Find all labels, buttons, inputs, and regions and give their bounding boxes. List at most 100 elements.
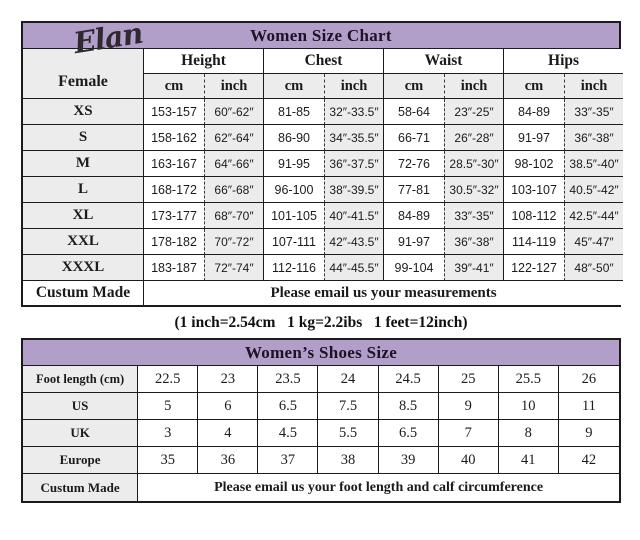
cell: 91-97 <box>504 125 565 151</box>
cell: 114-119 <box>504 229 565 255</box>
cell: 41 <box>498 447 559 474</box>
cell: 60″-62″ <box>204 99 264 125</box>
cell: 122-127 <box>504 255 565 281</box>
table-row: M 163-167 64″-66″ 91-95 36″-37.5″ 72-76 … <box>23 151 624 177</box>
cell: 10 <box>498 393 559 420</box>
size-label: L <box>23 177 144 203</box>
cell: 5.5 <box>318 420 379 447</box>
cell: 8.5 <box>378 393 439 420</box>
women-shoes-chart: Women’s Shoes Size Foot length (cm) 22.5… <box>21 338 621 503</box>
size-chart-title: Women Size Chart <box>23 23 619 49</box>
cell: 28.5″-30″ <box>444 151 505 177</box>
conversion-note: (1 inch=2.54cm 1 kg=2.2ibs 1 feet=12inch… <box>174 314 468 331</box>
cell: 25.5 <box>498 366 559 393</box>
cell: 66″-68″ <box>204 177 264 203</box>
column-group-hips: Hips <box>504 49 624 74</box>
cell: 6.5 <box>258 393 319 420</box>
unit-header: cm <box>384 74 445 99</box>
row-label: US <box>23 393 139 420</box>
shoes-chart-table: Foot length (cm) 22.5 23 23.5 24 24.5 25… <box>23 366 619 501</box>
table-row: XS 153-157 60″-62″ 81-85 32″-33.5″ 58-64… <box>23 99 624 125</box>
table-row: XXXL 183-187 72″-74″ 112-116 44″-45.5″ 9… <box>23 255 624 281</box>
column-group-chest: Chest <box>264 49 385 74</box>
cell: 103-107 <box>504 177 565 203</box>
cell: 38″-39.5″ <box>324 177 385 203</box>
cell: 91-97 <box>384 229 445 255</box>
cell: 33″-35″ <box>444 203 505 229</box>
cell: 32″-33.5″ <box>324 99 385 125</box>
unit-header: cm <box>264 74 324 99</box>
cell: 62″-64″ <box>204 125 264 151</box>
unit-header: inch <box>444 74 505 99</box>
cell: 42″-43.5″ <box>324 229 385 255</box>
cell: 42.5″-44″ <box>564 203 624 229</box>
group-header-row: Female Height Chest Waist Hips <box>23 49 624 99</box>
cell: 112-116 <box>264 255 324 281</box>
cell: 6 <box>198 393 259 420</box>
cell: 40.5″-42″ <box>564 177 624 203</box>
cell: 107-111 <box>264 229 324 255</box>
cell: 6.5 <box>378 420 439 447</box>
size-label: XS <box>23 99 144 125</box>
cell: 86-90 <box>264 125 324 151</box>
cell: 45″-47″ <box>564 229 624 255</box>
cell: 42 <box>558 447 619 474</box>
table-row: S 158-162 62″-64″ 86-90 34″-35.5″ 66-71 … <box>23 125 624 151</box>
table-row: L 168-172 66″-68″ 96-100 38″-39.5″ 77-81… <box>23 177 624 203</box>
cell: 24 <box>318 366 379 393</box>
unit-header: cm <box>504 74 565 99</box>
unit-header: cm <box>144 74 204 99</box>
cell: 9 <box>438 393 499 420</box>
cell: 38.5″-40″ <box>564 151 624 177</box>
cell: 34″-35.5″ <box>324 125 385 151</box>
cell: 108-112 <box>504 203 565 229</box>
cell: 7.5 <box>318 393 379 420</box>
custom-made-row: Custum Made Please email us your foot le… <box>23 474 619 501</box>
custom-made-note: Please email us your foot length and cal… <box>138 474 619 501</box>
cell: 30.5″-32″ <box>444 177 505 203</box>
cell: 38 <box>318 447 379 474</box>
unit-header: inch <box>564 74 624 99</box>
custom-made-row: Custum Made Please email us your measure… <box>23 281 624 305</box>
size-chart-table: Female Height Chest Waist Hips cm inch c… <box>23 49 624 305</box>
cell: 98-102 <box>504 151 565 177</box>
table-row: Europe 35 36 37 38 39 40 41 42 <box>23 447 619 474</box>
cell: 23″-25″ <box>444 99 505 125</box>
cell: 178-182 <box>144 229 204 255</box>
row-label: Foot length (cm) <box>23 366 139 393</box>
table-row: XL 173-177 68″-70″ 101-105 40″-41.5″ 84-… <box>23 203 624 229</box>
cell: 99-104 <box>384 255 445 281</box>
cell: 48″-50″ <box>564 255 624 281</box>
cell: 96-100 <box>264 177 324 203</box>
cell: 26 <box>558 366 619 393</box>
cell: 36″-38″ <box>564 125 624 151</box>
column-group-waist: Waist <box>384 49 505 74</box>
cell: 158-162 <box>144 125 204 151</box>
cell: 163-167 <box>144 151 204 177</box>
cell: 84-89 <box>504 99 565 125</box>
cell: 101-105 <box>264 203 324 229</box>
cell: 153-157 <box>144 99 204 125</box>
cell: 24.5 <box>378 366 439 393</box>
cell: 39″-41″ <box>444 255 505 281</box>
row-label: UK <box>23 420 139 447</box>
table-row: UK 3 4 4.5 5.5 6.5 7 8 9 <box>23 420 619 447</box>
brand-female-label: Female <box>23 49 144 99</box>
table-row: XXL 178-182 70″-72″ 107-111 42″-43.5″ 91… <box>23 229 624 255</box>
cell: 37 <box>258 447 319 474</box>
cell: 40 <box>438 447 499 474</box>
unit-header: inch <box>324 74 385 99</box>
cell: 66-71 <box>384 125 445 151</box>
size-label: XL <box>23 203 144 229</box>
cell: 22.5 <box>138 366 199 393</box>
cell: 72-76 <box>384 151 445 177</box>
cell: 68″-70″ <box>204 203 264 229</box>
cell: 36″-37.5″ <box>324 151 385 177</box>
cell: 7 <box>438 420 499 447</box>
cell: 36 <box>198 447 259 474</box>
cell: 4 <box>198 420 259 447</box>
women-size-chart: Elan Women Size Chart Female Height Ches… <box>21 16 624 307</box>
cell: 26″-28″ <box>444 125 505 151</box>
unit-header-row: cm inch cm inch cm inch cm inch <box>23 74 624 99</box>
